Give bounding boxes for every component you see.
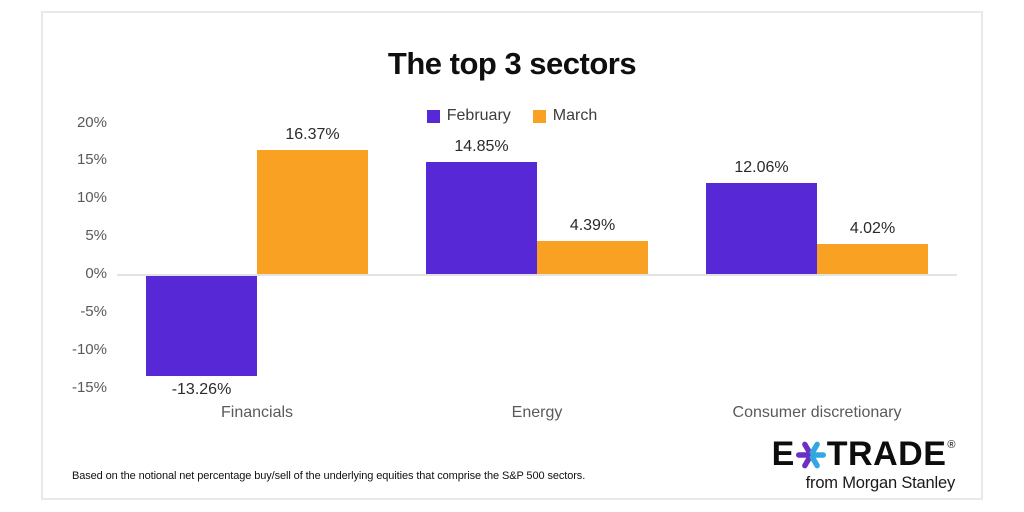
bar-chart: 20% 15% 10% 5% 0% -5% -10% -15% -13.26% 16.37% Fin… bbox=[43, 13, 985, 502]
bar-march-energy bbox=[537, 240, 648, 274]
y-axis-tick-label: 20% bbox=[76, 113, 107, 131]
y-axis-tick-label: 0% bbox=[85, 265, 107, 282]
chart-card: The top 3 sectors February March 20% 15% 1… bbox=[41, 11, 983, 500]
etrade-letters-trade: TRADE bbox=[826, 435, 947, 473]
y-axis-tick-label: 15% bbox=[76, 151, 107, 169]
bar-march-consumer-discretionary bbox=[817, 243, 928, 274]
bar-february-energy bbox=[426, 161, 537, 274]
value-label-march-financials: 16.37% bbox=[285, 126, 340, 144]
bar-february-consumer-discretionary bbox=[706, 182, 817, 274]
legend-label-february: February bbox=[446, 107, 511, 124]
bar-february-financials bbox=[146, 276, 257, 377]
bar-march-financials bbox=[257, 150, 368, 274]
registered-mark: ® bbox=[947, 439, 956, 451]
march-swatch-icon bbox=[532, 109, 546, 123]
y-axis-tick-label: -10% bbox=[71, 340, 107, 358]
category-label-financials: Financials bbox=[220, 404, 294, 421]
value-label-march-consumer-discretionary: 4.02% bbox=[849, 219, 896, 237]
y-axis-tick-label: 10% bbox=[76, 189, 107, 207]
value-label-march-energy: 4.39% bbox=[569, 216, 616, 234]
zero-baseline bbox=[117, 274, 957, 276]
etrade-wordmark: E TRADE ® bbox=[771, 435, 956, 473]
legend-label-march: March bbox=[552, 107, 598, 124]
category-label-energy: Energy bbox=[511, 404, 563, 421]
chart-title: The top 3 sectors bbox=[387, 46, 637, 81]
legend-item-february: February bbox=[426, 107, 511, 125]
etrade-letter-e: E bbox=[771, 435, 795, 473]
legend-item-march: March bbox=[532, 107, 598, 125]
value-label-february-energy: 14.85% bbox=[454, 137, 509, 155]
category-label-consumer-discretionary: Consumer discretionary bbox=[732, 404, 902, 421]
logo-tagline: from Morgan Stanley bbox=[805, 474, 956, 492]
legend: February March bbox=[43, 107, 981, 125]
y-axis-tick-label: -15% bbox=[71, 378, 107, 396]
february-swatch-icon bbox=[426, 109, 440, 123]
y-axis-tick-label: 5% bbox=[85, 227, 107, 245]
value-label-february-consumer-discretionary: 12.06% bbox=[734, 158, 789, 176]
etrade-star-icon bbox=[795, 441, 826, 469]
footnote: Based on the notional net percentage buy… bbox=[72, 470, 586, 482]
etrade-logo: E TRADE ® from Morgan Stanley bbox=[771, 435, 956, 493]
y-axis-tick-label: -5% bbox=[80, 302, 107, 320]
value-label-february-financials: -13.26% bbox=[171, 381, 232, 399]
